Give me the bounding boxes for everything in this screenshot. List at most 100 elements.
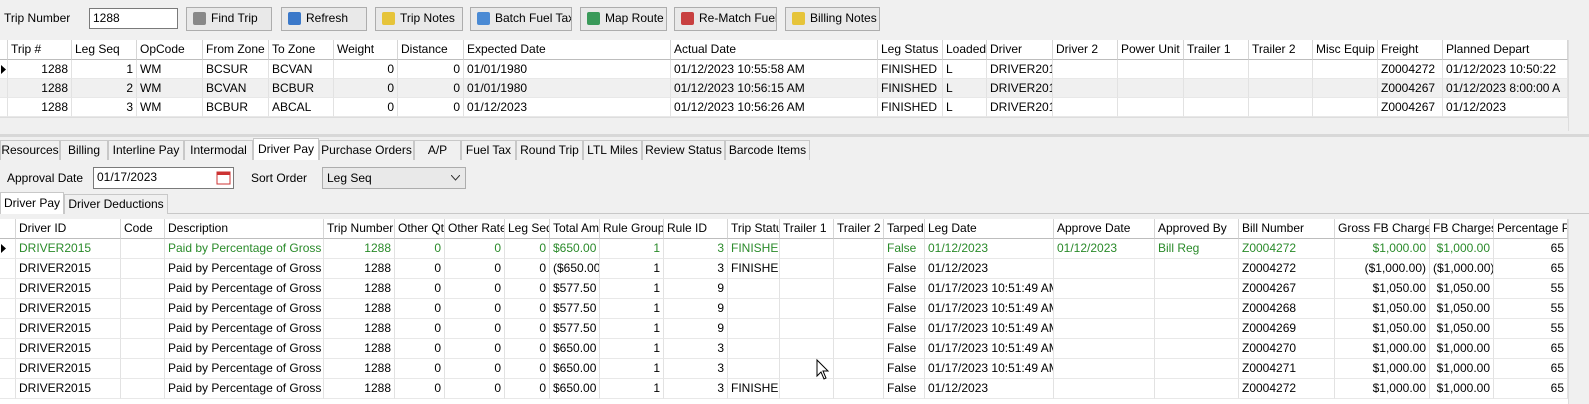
grid-cell[interactable]: Z0004267 bbox=[1378, 79, 1443, 98]
grid-cell[interactable] bbox=[1155, 279, 1239, 299]
grid-cell[interactable]: 0 bbox=[505, 279, 550, 299]
grid-cell[interactable]: 0 bbox=[398, 79, 464, 98]
grid-cell[interactable]: Z0004271 bbox=[1239, 359, 1335, 379]
grid-cell[interactable] bbox=[1054, 299, 1155, 319]
tab[interactable]: Driver Pay bbox=[253, 138, 319, 160]
row-header[interactable] bbox=[0, 79, 8, 98]
grid-cell[interactable]: $1,000.00 bbox=[1335, 379, 1430, 399]
grid-cell[interactable] bbox=[1249, 98, 1313, 117]
row-header[interactable] bbox=[0, 299, 16, 319]
grid-cell[interactable]: WM bbox=[137, 98, 203, 117]
column-header[interactable]: Code bbox=[121, 219, 165, 239]
grid-cell[interactable]: $1,050.00 bbox=[1430, 279, 1494, 299]
grid-cell[interactable] bbox=[1054, 259, 1155, 279]
grid-cell[interactable]: BCVAN bbox=[203, 79, 269, 98]
row-header[interactable] bbox=[0, 279, 16, 299]
column-header[interactable]: FB Charges bbox=[1430, 219, 1494, 239]
toolbar-button[interactable]: Refresh bbox=[281, 7, 367, 31]
grid-cell[interactable]: 1 bbox=[600, 279, 664, 299]
grid-cell[interactable]: 0 bbox=[505, 259, 550, 279]
grid-cell[interactable]: 1288 bbox=[324, 359, 395, 379]
grid-cell[interactable] bbox=[1053, 60, 1118, 79]
column-header[interactable]: Other Rate bbox=[445, 219, 505, 239]
column-header[interactable]: Loaded bbox=[943, 40, 987, 60]
grid-cell[interactable]: False bbox=[884, 359, 925, 379]
grid-cell[interactable]: Z0004270 bbox=[1239, 339, 1335, 359]
grid-cell[interactable]: L bbox=[943, 79, 987, 98]
tab[interactable]: Fuel Tax bbox=[461, 140, 516, 160]
grid-cell[interactable]: False bbox=[884, 239, 925, 259]
grid-cell[interactable] bbox=[780, 379, 834, 399]
grid-cell[interactable]: $650.00 bbox=[550, 359, 600, 379]
grid-cell[interactable] bbox=[121, 239, 165, 259]
column-header[interactable]: Description bbox=[165, 219, 324, 239]
grid-cell[interactable]: DRIVER2015 bbox=[16, 339, 121, 359]
grid-cell[interactable] bbox=[1053, 79, 1118, 98]
grid-cell[interactable]: $1,000.00 bbox=[1335, 239, 1430, 259]
trip-number-input[interactable]: 1288 bbox=[89, 8, 178, 29]
grid-cell[interactable]: 3 bbox=[664, 339, 728, 359]
grid-cell[interactable] bbox=[1118, 79, 1184, 98]
grid-cell[interactable]: 1288 bbox=[324, 279, 395, 299]
row-header[interactable] bbox=[0, 319, 16, 339]
tab[interactable]: A/P bbox=[414, 140, 461, 160]
grid-cell[interactable]: 55 bbox=[1494, 319, 1568, 339]
row-header[interactable] bbox=[0, 239, 16, 259]
column-header[interactable]: From Zone bbox=[203, 40, 269, 60]
grid-cell[interactable]: Z0004269 bbox=[1239, 319, 1335, 339]
subtab[interactable]: Driver Deductions bbox=[64, 194, 168, 214]
column-header[interactable]: Total Am bbox=[550, 219, 600, 239]
pay-scrollbar[interactable] bbox=[1568, 219, 1589, 404]
grid-cell[interactable] bbox=[1155, 259, 1239, 279]
grid-cell[interactable]: 0 bbox=[445, 299, 505, 319]
grid-cell[interactable] bbox=[780, 299, 834, 319]
grid-cell[interactable]: 0 bbox=[445, 379, 505, 399]
grid-cell[interactable]: 3 bbox=[664, 379, 728, 399]
grid-cell[interactable]: 01/17/2023 10:51:49 AM bbox=[925, 359, 1054, 379]
tab[interactable]: Billing bbox=[60, 140, 108, 160]
grid-cell[interactable]: 55 bbox=[1494, 279, 1568, 299]
column-header[interactable]: Rule Group bbox=[600, 219, 664, 239]
grid-cell[interactable]: BCBUR bbox=[203, 98, 269, 117]
column-header[interactable]: Trailer 2 bbox=[1249, 40, 1313, 60]
grid-cell[interactable]: Paid by Percentage of Gross bbox=[165, 299, 324, 319]
column-header[interactable]: Bill Number bbox=[1239, 219, 1335, 239]
grid-cell[interactable] bbox=[834, 359, 884, 379]
grid-cell[interactable]: 01/12/2023 bbox=[1054, 239, 1155, 259]
grid-cell[interactable]: Z0004272 bbox=[1239, 259, 1335, 279]
grid-cell[interactable]: 1288 bbox=[324, 259, 395, 279]
grid-cell[interactable]: 1288 bbox=[8, 60, 72, 79]
grid-cell[interactable]: $1,050.00 bbox=[1335, 319, 1430, 339]
grid-cell[interactable]: 9 bbox=[664, 319, 728, 339]
grid-cell[interactable]: 01/01/1980 bbox=[464, 60, 671, 79]
grid-cell[interactable]: 65 bbox=[1494, 359, 1568, 379]
grid-cell[interactable] bbox=[780, 259, 834, 279]
grid-cell[interactable]: DRIVER201 bbox=[987, 60, 1053, 79]
grid-cell[interactable]: 1288 bbox=[8, 98, 72, 117]
grid-cell[interactable] bbox=[1313, 60, 1378, 79]
column-header[interactable]: Leg Date bbox=[925, 219, 1054, 239]
grid-cell[interactable]: 1 bbox=[600, 379, 664, 399]
grid-cell[interactable]: 65 bbox=[1494, 339, 1568, 359]
grid-cell[interactable]: 1 bbox=[600, 259, 664, 279]
grid-cell[interactable] bbox=[1184, 98, 1249, 117]
grid-cell[interactable]: 65 bbox=[1494, 259, 1568, 279]
column-header[interactable]: Leg Status bbox=[878, 40, 943, 60]
grid-cell[interactable] bbox=[1313, 98, 1378, 117]
grid-cell[interactable]: $650.00 bbox=[550, 379, 600, 399]
grid-cell[interactable]: 3 bbox=[664, 239, 728, 259]
grid-cell[interactable]: 0 bbox=[398, 98, 464, 117]
grid-cell[interactable]: 01/12/2023 bbox=[925, 239, 1054, 259]
grid-cell[interactable]: Z0004272 bbox=[1378, 60, 1443, 79]
grid-cell[interactable]: Paid by Percentage of Gross bbox=[165, 319, 324, 339]
grid-cell[interactable]: 1288 bbox=[324, 299, 395, 319]
grid-cell[interactable]: Z0004272 bbox=[1239, 239, 1335, 259]
column-header[interactable]: Actual Date bbox=[671, 40, 878, 60]
grid-cell[interactable]: 65 bbox=[1494, 379, 1568, 399]
tab[interactable]: LTL Miles bbox=[583, 140, 642, 160]
grid-cell[interactable]: BCVAN bbox=[269, 60, 334, 79]
grid-cell[interactable]: DRIVER201 bbox=[987, 98, 1053, 117]
grid-cell[interactable]: ($650.00) bbox=[550, 259, 600, 279]
grid-cell[interactable] bbox=[728, 339, 780, 359]
column-header[interactable]: Gross FB Charges bbox=[1335, 219, 1430, 239]
